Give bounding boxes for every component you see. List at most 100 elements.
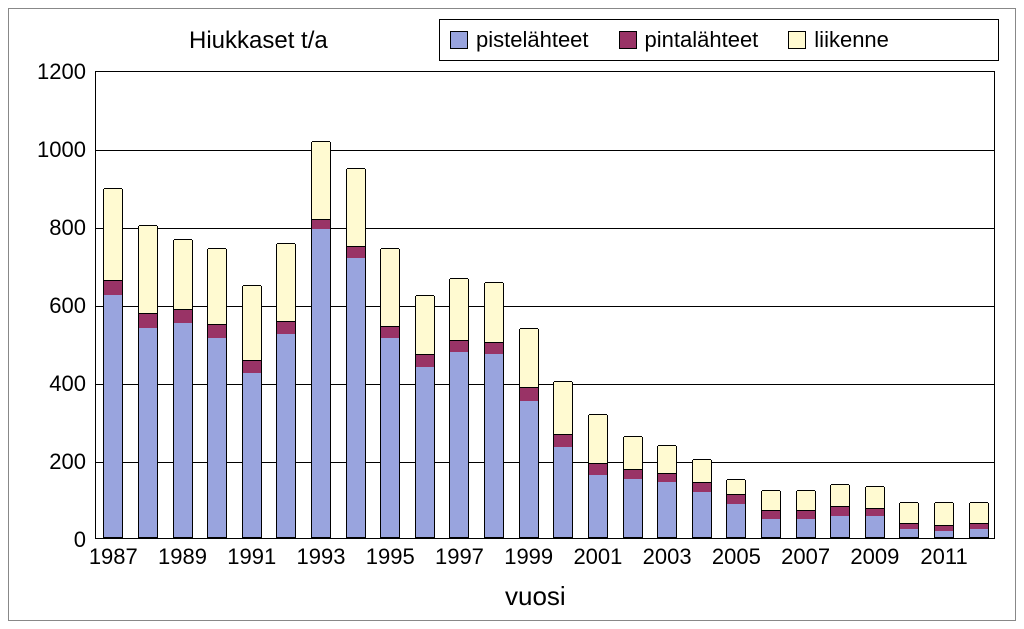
chart-title: Hiukkaset t/a xyxy=(189,27,328,55)
bar xyxy=(484,283,504,538)
bar xyxy=(380,249,400,538)
legend-label: liikenne xyxy=(814,27,889,53)
plot-area: 0200400600800100012001987198919911993199… xyxy=(95,71,995,539)
x-tick-label: 2005 xyxy=(712,544,761,570)
bar xyxy=(103,189,123,538)
bar-segment-pintalahteet xyxy=(624,469,642,479)
y-tick-label: 800 xyxy=(49,215,86,241)
bar-segment-pintalahteet xyxy=(762,510,780,520)
bar-segment-pintalahteet xyxy=(381,326,399,338)
gridline xyxy=(96,228,994,229)
bar-segment-liikenne xyxy=(554,381,572,434)
gridline xyxy=(96,150,994,151)
bar-segment-pistelahteet xyxy=(208,338,226,537)
gridline xyxy=(96,306,994,307)
bar-segment-liikenne xyxy=(485,282,503,342)
bar xyxy=(588,415,608,538)
bar-segment-liikenne xyxy=(589,414,607,463)
bar-segment-pistelahteet xyxy=(831,516,849,537)
bar xyxy=(553,382,573,538)
bar-segment-pintalahteet xyxy=(312,219,330,229)
gridline xyxy=(96,462,994,463)
bar-segment-liikenne xyxy=(866,486,884,507)
bar-segment-pintalahteet xyxy=(485,342,503,354)
bar-segment-liikenne xyxy=(381,248,399,326)
bar-segment-pintalahteet xyxy=(970,523,988,529)
x-tick-label: 2009 xyxy=(850,544,899,570)
bar-segment-liikenne xyxy=(243,285,261,359)
legend-label: pintalähteet xyxy=(645,27,759,53)
bar-segment-pintalahteet xyxy=(277,321,295,335)
bar-segment-liikenne xyxy=(139,225,157,313)
x-axis-label: vuosi xyxy=(505,581,566,612)
bar-segment-pintalahteet xyxy=(935,525,953,531)
bar xyxy=(173,240,193,538)
bar-segment-pintalahteet xyxy=(139,313,157,329)
bar-segment-pistelahteet xyxy=(139,328,157,537)
bar-segment-pintalahteet xyxy=(243,360,261,374)
x-tick-label: 1991 xyxy=(227,544,276,570)
bar xyxy=(346,169,366,538)
bar-segment-pintalahteet xyxy=(520,387,538,401)
bar-segment-pintalahteet xyxy=(866,508,884,516)
bar-segment-liikenne xyxy=(624,436,642,469)
bar xyxy=(519,329,539,538)
x-tick-label: 1993 xyxy=(297,544,346,570)
bar-segment-liikenne xyxy=(658,445,676,472)
bar-segment-liikenne xyxy=(450,278,468,340)
bar xyxy=(692,460,712,538)
x-tick-label: 1989 xyxy=(158,544,207,570)
bar-segment-pistelahteet xyxy=(970,529,988,537)
bar-segment-pintalahteet xyxy=(450,340,468,352)
bar-segment-liikenne xyxy=(693,459,711,482)
bar-segment-pintalahteet xyxy=(208,324,226,338)
bar-segment-pistelahteet xyxy=(277,334,295,537)
bar xyxy=(623,437,643,538)
bar-segment-liikenne xyxy=(727,479,745,495)
bar-segment-pintalahteet xyxy=(831,506,849,516)
legend-swatch xyxy=(788,31,806,49)
bar-segment-pistelahteet xyxy=(900,529,918,537)
bar xyxy=(276,244,296,538)
bar-segment-pistelahteet xyxy=(762,519,780,537)
bar-segment-pintalahteet xyxy=(104,280,122,296)
bar-segment-pistelahteet xyxy=(624,479,642,538)
bar xyxy=(761,491,781,538)
bar-segment-pistelahteet xyxy=(174,323,192,538)
bar xyxy=(242,286,262,538)
bar-segment-pistelahteet xyxy=(693,492,711,537)
bar-segment-liikenne xyxy=(935,502,953,525)
bar-segment-pistelahteet xyxy=(450,352,468,537)
bar-segment-liikenne xyxy=(831,484,849,505)
y-tick-label: 0 xyxy=(74,527,86,553)
bar-segment-pistelahteet xyxy=(312,229,330,537)
bar-segment-pintalahteet xyxy=(727,494,745,504)
bar-segment-pintalahteet xyxy=(589,463,607,475)
bar-segment-pistelahteet xyxy=(485,354,503,537)
bar-segment-pistelahteet xyxy=(658,482,676,537)
gridline xyxy=(96,384,994,385)
bar-segment-pintalahteet xyxy=(693,482,711,492)
x-tick-label: 1997 xyxy=(435,544,484,570)
legend-item: liikenne xyxy=(788,27,889,53)
bar-segment-pistelahteet xyxy=(104,295,122,537)
x-tick-label: 1999 xyxy=(504,544,553,570)
y-tick-label: 1200 xyxy=(37,59,86,85)
bar-segment-pistelahteet xyxy=(727,504,745,537)
bar-segment-liikenne xyxy=(208,248,226,324)
bar-segment-pistelahteet xyxy=(589,475,607,537)
x-tick-label: 1995 xyxy=(366,544,415,570)
x-tick-label: 2003 xyxy=(643,544,692,570)
bar-segment-liikenne xyxy=(174,239,192,309)
x-tick-label: 2007 xyxy=(781,544,830,570)
legend-swatch xyxy=(619,31,637,49)
bar-segment-liikenne xyxy=(797,490,815,510)
chart-container: Hiukkaset t/a pistelähteetpintalähteetli… xyxy=(8,8,1016,621)
bar-segment-liikenne xyxy=(312,141,330,219)
bar-segment-pintalahteet xyxy=(658,473,676,483)
bar-segment-liikenne xyxy=(347,168,365,246)
bar xyxy=(415,296,435,538)
legend: pistelähteetpintalähteetliikenne xyxy=(439,19,999,61)
bar-segment-liikenne xyxy=(277,243,295,321)
bar-segment-pistelahteet xyxy=(520,401,538,538)
